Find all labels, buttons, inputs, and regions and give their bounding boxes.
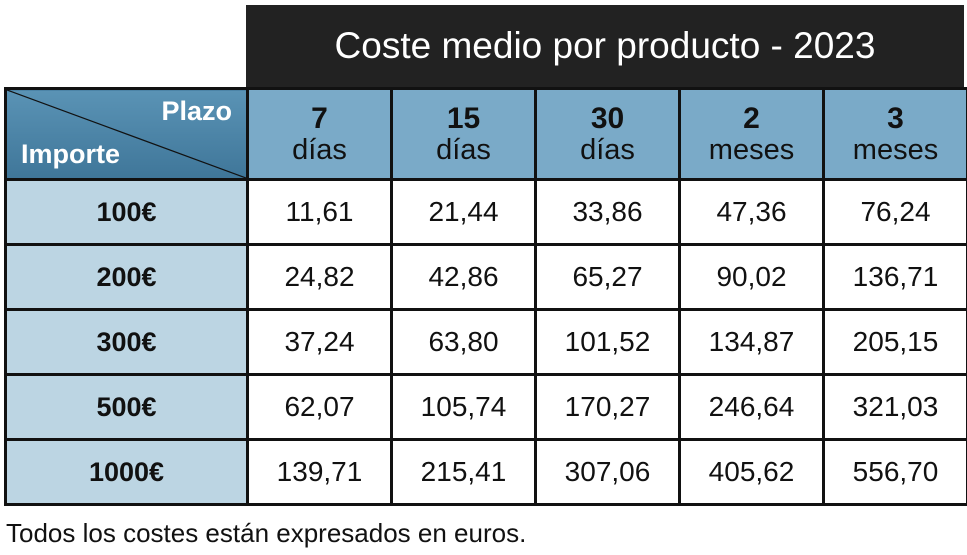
column-header-number: 2 — [743, 101, 760, 135]
table-cell: 62,07 — [246, 373, 393, 441]
table-row: 200€ 24,82 42,86 65,27 90,02 136,71 — [4, 243, 967, 311]
table-row: 1000€ 139,71 215,41 307,06 405,62 556,70 — [4, 438, 967, 506]
corner-cell: Plazo Importe — [4, 87, 249, 181]
table-row: 100€ 11,61 21,44 33,86 47,36 76,24 — [4, 178, 967, 246]
table-cell: 90,02 — [678, 243, 825, 311]
table-cell: 321,03 — [822, 373, 967, 441]
column-header-number: 3 — [887, 101, 904, 135]
table-cell: 246,64 — [678, 373, 825, 441]
column-header-unit: días — [292, 133, 347, 166]
row-header: 500€ — [4, 373, 249, 441]
table-cell: 405,62 — [678, 438, 825, 506]
table-cell: 215,41 — [390, 438, 537, 506]
row-header: 200€ — [4, 243, 249, 311]
table-title: Coste medio por producto - 2023 — [246, 5, 964, 87]
row-header: 100€ — [4, 178, 249, 246]
column-header: 15 días — [390, 87, 537, 181]
table-cell: 205,15 — [822, 308, 967, 376]
table-cell: 105,74 — [390, 373, 537, 441]
row-header: 300€ — [4, 308, 249, 376]
table-cell: 76,24 — [822, 178, 967, 246]
table-cell: 65,27 — [534, 243, 681, 311]
table-row: 500€ 62,07 105,74 170,27 246,64 321,03 — [4, 373, 967, 441]
table-cell: 47,36 — [678, 178, 825, 246]
table-cell: 170,27 — [534, 373, 681, 441]
table-row: 300€ 37,24 63,80 101,52 134,87 205,15 — [4, 308, 967, 376]
column-header: 3 meses — [822, 87, 967, 181]
table-cell: 21,44 — [390, 178, 537, 246]
row-header: 1000€ — [4, 438, 249, 506]
table-cell: 11,61 — [246, 178, 393, 246]
column-header-number: 30 — [590, 101, 625, 135]
column-axis-label: Plazo — [161, 96, 232, 126]
column-header-number: 15 — [446, 101, 481, 135]
diagonal-divider — [7, 90, 246, 178]
table-cell: 63,80 — [390, 308, 537, 376]
column-header-number: 7 — [311, 101, 328, 135]
footnote: Todos los costes están expresados en eur… — [6, 518, 527, 548]
column-header-unit: días — [436, 133, 491, 166]
table-cell: 24,82 — [246, 243, 393, 311]
table-cell: 556,70 — [822, 438, 967, 506]
column-header: 2 meses — [678, 87, 825, 181]
table-cell: 139,71 — [246, 438, 393, 506]
row-axis-label: Importe — [21, 139, 121, 169]
column-header-unit: días — [580, 133, 635, 166]
table-cell: 134,87 — [678, 308, 825, 376]
cost-table: Plazo Importe 7 días 15 días 30 días 2 m… — [4, 87, 967, 506]
header-row: Plazo Importe 7 días 15 días 30 días 2 m… — [4, 87, 967, 181]
column-header: 7 días — [246, 87, 393, 181]
table-cell: 37,24 — [246, 308, 393, 376]
table-cell: 136,71 — [822, 243, 967, 311]
table-cell: 42,86 — [390, 243, 537, 311]
column-header: 30 días — [534, 87, 681, 181]
table-cell: 101,52 — [534, 308, 681, 376]
column-header-unit: meses — [708, 133, 795, 166]
table-cell: 33,86 — [534, 178, 681, 246]
column-header-unit: meses — [852, 133, 939, 166]
table-cell: 307,06 — [534, 438, 681, 506]
